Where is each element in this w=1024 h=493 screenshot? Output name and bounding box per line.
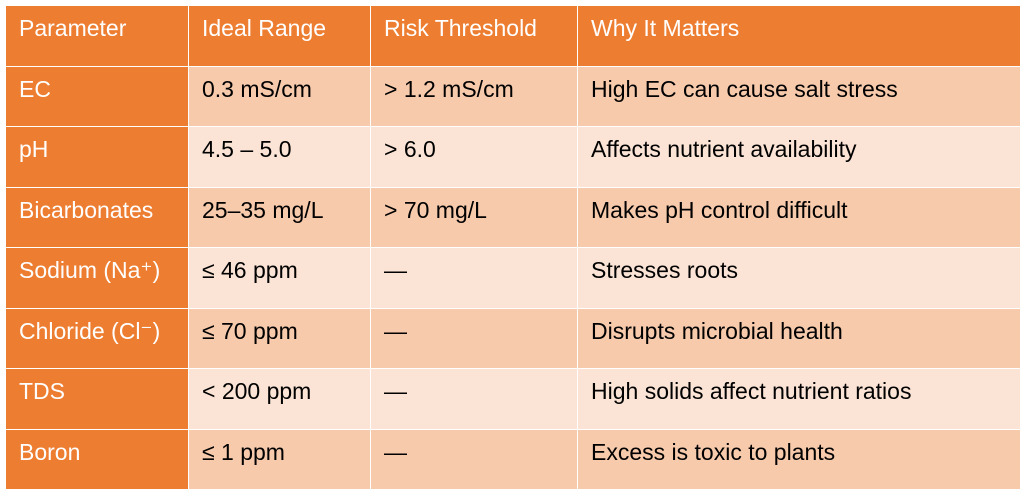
why-it-matters-cell: Affects nutrient availability: [577, 126, 1021, 188]
ideal-range-cell: 25–35 mg/L: [188, 186, 371, 248]
table-row: pH 4.5 – 5.0 > 6.0 Affects nutrient availab…: [5, 126, 1021, 188]
why-it-matters-cell: Disrupts microbial health: [577, 307, 1021, 369]
risk-threshold-cell: > 70 mg/L: [370, 186, 578, 248]
parameter-cell: pH: [5, 126, 189, 188]
risk-threshold-cell: > 6.0: [370, 126, 578, 188]
risk-threshold-cell: —: [370, 307, 578, 369]
header-ideal-range: Ideal Range: [188, 5, 371, 67]
why-it-matters-cell: Excess is toxic to plants: [577, 428, 1021, 490]
table-row: Bicarbonates 25–35 mg/L > 70 mg/L Makes pH …: [5, 186, 1021, 248]
ideal-range-cell: 4.5 – 5.0: [188, 126, 371, 188]
table-row: TDS < 200 ppm — High solids affect nutrient…: [5, 368, 1021, 430]
table-row: EC 0.3 mS/cm > 1.2 mS/cm High EC can cause …: [5, 65, 1021, 127]
header-row: Parameter Ideal Range Risk Threshold Why…: [5, 5, 1021, 67]
parameter-cell: Boron: [5, 428, 189, 490]
why-it-matters-cell: Stresses roots: [577, 247, 1021, 309]
parameter-cell: Sodium (Na⁺): [5, 247, 189, 309]
risk-threshold-cell: —: [370, 368, 578, 430]
water-quality-table: Parameter Ideal Range Risk Threshold Why…: [5, 5, 1021, 490]
table-row: Sodium (Na⁺) ≤ 46 ppm — Stresses roots: [5, 247, 1021, 309]
ideal-range-cell: ≤ 70 ppm: [188, 307, 371, 369]
ideal-range-cell: 0.3 mS/cm: [188, 65, 371, 127]
ideal-range-cell: < 200 ppm: [188, 368, 371, 430]
risk-threshold-cell: —: [370, 247, 578, 309]
parameter-cell: EC: [5, 65, 189, 127]
parameter-cell: Bicarbonates: [5, 186, 189, 248]
parameter-cell: Chloride (Cl⁻): [5, 307, 189, 369]
why-it-matters-cell: Makes pH control difficult: [577, 186, 1021, 248]
header-parameter: Parameter: [5, 5, 189, 67]
risk-threshold-cell: —: [370, 428, 578, 490]
why-it-matters-cell: High solids affect nutrient ratios: [577, 368, 1021, 430]
table-row: Chloride (Cl⁻) ≤ 70 ppm — Disrupts microbia…: [5, 307, 1021, 369]
parameter-cell: TDS: [5, 368, 189, 430]
header-risk-threshold: Risk Threshold: [370, 5, 578, 67]
header-why-it-matters: Why It Matters: [577, 5, 1021, 67]
why-it-matters-cell: High EC can cause salt stress: [577, 65, 1021, 127]
table-row: Boron ≤ 1 ppm — Excess is toxic to plants: [5, 428, 1021, 490]
risk-threshold-cell: > 1.2 mS/cm: [370, 65, 578, 127]
ideal-range-cell: ≤ 46 ppm: [188, 247, 371, 309]
ideal-range-cell: ≤ 1 ppm: [188, 428, 371, 490]
